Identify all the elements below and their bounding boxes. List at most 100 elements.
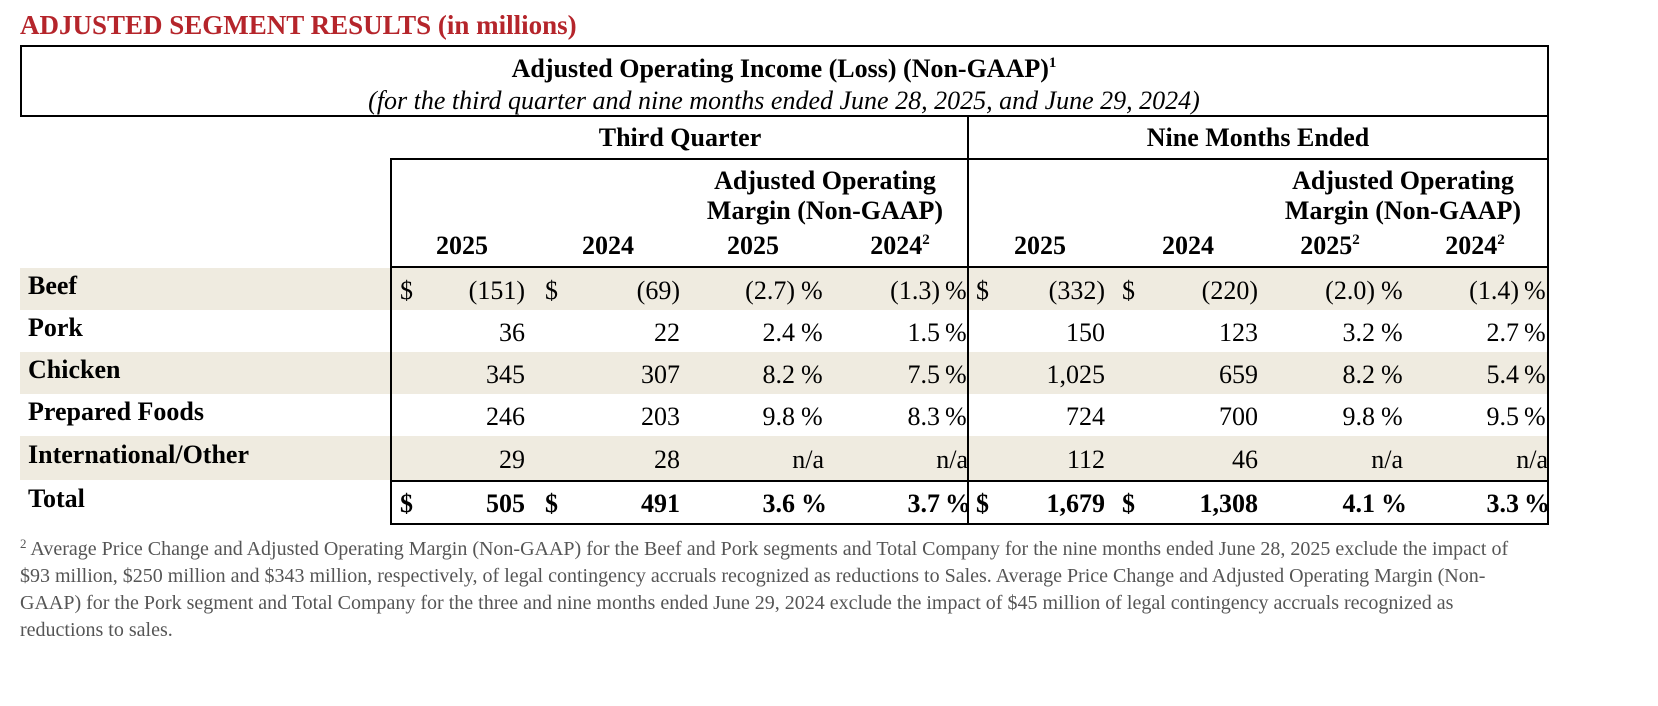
value: 150 <box>1066 318 1105 347</box>
margin-header: Adjusted Operating <box>1292 166 1514 195</box>
value: 46 <box>1232 445 1258 474</box>
row-shade <box>20 436 1548 480</box>
column-header: 2025 <box>727 231 779 261</box>
value: 9.8 <box>762 402 796 431</box>
unit: % <box>1524 402 1546 431</box>
value: 5.4 <box>1486 360 1520 389</box>
footnote: 2 Average Price Change and Adjusted Oper… <box>20 536 1540 644</box>
year: 2024 <box>870 231 923 260</box>
unit: % <box>1524 360 1546 389</box>
value: 345 <box>486 360 525 389</box>
currency: $ <box>1122 489 1135 518</box>
row-label: Total <box>28 484 85 513</box>
value: 3.3 <box>1486 489 1520 518</box>
section-header: Nine Months Ended <box>1146 123 1370 152</box>
row-shade <box>20 352 1548 394</box>
value: n/a <box>936 445 968 474</box>
year: 2024 <box>582 231 634 260</box>
value: (332) <box>1048 276 1105 305</box>
value: 9.8 <box>1342 402 1376 431</box>
year: 2025 <box>436 231 488 260</box>
year: 2024 <box>1162 231 1214 260</box>
currency: $ <box>1122 276 1135 305</box>
value: n/a <box>792 445 824 474</box>
margin-header: Adjusted Operating <box>714 166 936 195</box>
value: (151) <box>468 276 525 305</box>
rule <box>1547 45 1549 525</box>
year: 2025 <box>1014 231 1066 260</box>
unit: % <box>1381 402 1403 431</box>
column-header: 20252 <box>1300 231 1360 261</box>
value: 4.1 <box>1342 489 1376 518</box>
value: 8.2 <box>1342 360 1376 389</box>
column-header: 2025 <box>1014 231 1066 261</box>
rule <box>967 115 969 525</box>
value: 3.7 <box>907 489 941 518</box>
column-header: 2024 <box>1162 231 1214 261</box>
unit: % <box>1524 276 1546 305</box>
value: 1,679 <box>1046 489 1106 518</box>
unit: % <box>945 360 967 389</box>
unit: % <box>801 489 827 518</box>
value: n/a <box>1371 445 1403 474</box>
value: 8.3 <box>907 402 941 431</box>
value: 29 <box>499 445 525 474</box>
unit: % <box>945 318 967 347</box>
value: 9.5 <box>1486 402 1520 431</box>
value: 8.2 <box>762 360 796 389</box>
unit: % <box>1381 276 1403 305</box>
value: (69) <box>636 276 680 305</box>
note: 2 <box>1497 232 1505 248</box>
unit: % <box>1381 489 1407 518</box>
year: 2025 <box>727 231 779 260</box>
rule <box>20 45 22 117</box>
value: 307 <box>641 360 680 389</box>
value: 112 <box>1066 445 1105 474</box>
value: 2.7 <box>1486 318 1520 347</box>
currency: $ <box>400 489 413 518</box>
value: 28 <box>654 445 680 474</box>
note: 2 <box>1352 232 1360 248</box>
unit: % <box>945 489 971 518</box>
title: ADJUSTED SEGMENT RESULTS (in millions) <box>20 10 577 40</box>
value: (1.4) <box>1469 276 1519 305</box>
unit: % <box>1524 318 1546 347</box>
unit: % <box>945 402 967 431</box>
margin-header: Margin (Non-GAAP) <box>706 196 944 225</box>
rule <box>390 158 392 525</box>
unit: % <box>801 276 823 305</box>
unit: % <box>1381 360 1403 389</box>
rule <box>20 115 1549 117</box>
section-header: Third Quarter <box>598 123 762 152</box>
value: 1,025 <box>1046 360 1106 389</box>
value: 7.5 <box>907 360 941 389</box>
row-label: Pork <box>28 313 83 342</box>
value: n/a <box>1516 445 1548 474</box>
value: 1.5 <box>907 318 941 347</box>
unit: % <box>1524 489 1550 518</box>
currency: $ <box>545 276 558 305</box>
row-label: International/Other <box>28 440 249 469</box>
value: (2.7) <box>745 276 795 305</box>
caption-subtitle: (for the third quarter and nine months e… <box>368 86 1200 115</box>
year: 2025 <box>1300 231 1353 260</box>
rule <box>390 266 1549 268</box>
unit: % <box>945 276 967 305</box>
value: 1,308 <box>1199 489 1259 518</box>
value: (220) <box>1201 276 1258 305</box>
footnote-marker: 2 <box>20 536 27 551</box>
value: 659 <box>1219 360 1258 389</box>
value: 3.6 <box>762 489 796 518</box>
caption-note: 1 <box>1048 55 1057 71</box>
value: 505 <box>486 489 525 518</box>
value: 36 <box>499 318 525 347</box>
value: 700 <box>1219 402 1258 431</box>
column-header: 20242 <box>1445 231 1505 261</box>
value: 203 <box>641 402 680 431</box>
rule <box>20 45 1549 47</box>
value: 3.2 <box>1342 318 1376 347</box>
value: 2.4 <box>762 318 796 347</box>
rule <box>390 158 1549 160</box>
row-label: Prepared Foods <box>28 397 204 426</box>
